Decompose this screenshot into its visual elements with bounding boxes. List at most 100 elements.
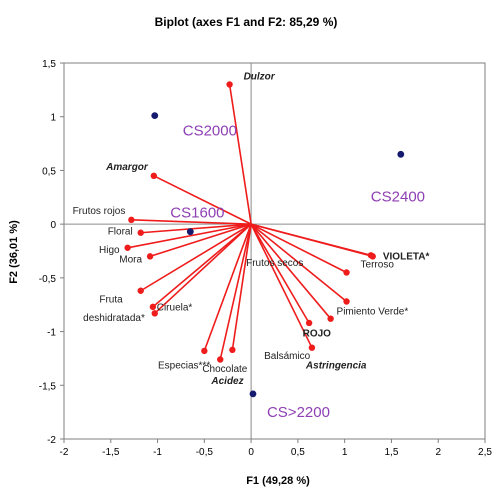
variable-label: deshidratada* xyxy=(83,313,145,324)
vector-line xyxy=(203,223,252,352)
vector-tip xyxy=(343,269,350,276)
vector-line xyxy=(231,224,252,350)
vector-tip xyxy=(217,356,224,363)
vector-tip xyxy=(151,310,158,317)
observation-points: CS2000 CS2400 CS1600 CS>2200 xyxy=(151,112,425,421)
variable-label: Balsámico xyxy=(264,351,311,362)
y-tick-label: 0,5 xyxy=(42,166,56,177)
variable-vector: Especias*** xyxy=(158,223,252,372)
variable-label: Frutos rojos xyxy=(73,206,126,217)
variable-vector: NEGRO xyxy=(250,223,376,260)
variable-label: Astringencia xyxy=(305,361,367,372)
observation-point xyxy=(186,228,194,236)
y-tick-label: -2 xyxy=(47,435,56,446)
observation: CS1600 xyxy=(170,205,225,236)
variable-label: Mora xyxy=(119,254,142,265)
vector-tip xyxy=(128,216,135,224)
vector-line xyxy=(140,223,252,292)
vector-tip xyxy=(137,287,144,294)
variable-label: Higo xyxy=(99,245,120,256)
variable-vector: Acidez xyxy=(210,224,252,387)
variable-label: Floral xyxy=(108,227,133,238)
observation: CS2000 xyxy=(151,112,237,140)
variable-vector: Floral xyxy=(108,223,252,238)
vector-tip xyxy=(150,172,158,179)
variable-label: Amargor xyxy=(105,162,149,173)
x-tick-label: 0,5 xyxy=(291,447,305,458)
y-tick-label: 1 xyxy=(50,113,56,124)
variable-vector: Ciruela* xyxy=(151,223,252,317)
x-tick-label: 0 xyxy=(248,447,254,458)
vector-line xyxy=(127,223,252,249)
variable-label: VIOLETA* xyxy=(383,251,430,262)
variable-vector: Pimiento Verde* xyxy=(250,223,409,317)
variable-vector: Dulzor xyxy=(226,71,276,225)
variable-label: Pimiento Verde* xyxy=(337,306,409,317)
x-tick-label: -1 xyxy=(153,447,162,458)
y-axis-label: F2 (36,01 %) xyxy=(8,220,20,284)
vector-tip xyxy=(229,346,236,354)
x-tick-label: 2,5 xyxy=(478,447,492,458)
variable-label: Chocolate xyxy=(202,364,247,375)
variable-label: Frutos secos xyxy=(246,258,303,269)
variable-vector: deshidratada* xyxy=(83,223,252,324)
x-tick-label: -0,5 xyxy=(196,447,214,458)
observation-point xyxy=(397,150,405,158)
variable-vector: Higo xyxy=(99,223,252,256)
vector-line xyxy=(250,223,347,274)
variable-vector: Fruta xyxy=(99,223,252,306)
vector-line xyxy=(219,223,252,360)
vector-tip xyxy=(305,319,313,327)
vector-line xyxy=(250,223,373,258)
x-axis-label: F1 (49,28 %) xyxy=(246,475,310,487)
variable-label: Acidez xyxy=(210,376,243,387)
vector-tip xyxy=(226,81,233,88)
x-tick-label: -1,5 xyxy=(102,447,120,458)
variable-vector: Chocolate xyxy=(201,223,252,375)
vector-tip xyxy=(137,229,144,236)
vector-line xyxy=(250,223,310,324)
x-tick-label: -2 xyxy=(60,447,69,458)
vector-tip xyxy=(124,244,131,251)
vector-tip xyxy=(149,303,157,311)
x-tick-label: 1 xyxy=(342,447,348,458)
vector-tip xyxy=(327,315,334,322)
vector-line xyxy=(250,223,313,349)
y-tick-labels: 1,5 1 0,5 0 -0,5 -1 -1,5 -2 xyxy=(39,59,64,446)
plot-frame xyxy=(63,62,486,440)
vector-line xyxy=(152,223,252,308)
vector-tip xyxy=(201,347,208,355)
observation-label: CS2000 xyxy=(183,123,237,140)
observation-label: CS1600 xyxy=(170,205,224,222)
x-tick-labels: -2 -1,5 -1 -0,5 0 0,5 1 1,5 2 2,5 xyxy=(60,439,492,458)
chart-title: Biplot (axes F1 and F2: 85,29 %) xyxy=(155,15,338,29)
variable-vector: Frutos secos xyxy=(246,258,303,269)
variable-vector: Astringencia xyxy=(250,223,367,372)
variable-label: Terroso xyxy=(361,259,395,270)
variable-label: Ciruela* xyxy=(157,302,193,313)
y-tick-label: 1,5 xyxy=(42,59,56,70)
vector-line xyxy=(153,175,252,225)
variable-label: Especias*** xyxy=(158,361,210,372)
observation: CS>2200 xyxy=(249,390,330,421)
vector-line xyxy=(131,219,252,225)
variable-vector: Amargor xyxy=(105,162,252,225)
observation-point xyxy=(249,390,257,398)
x-tick-label: 2 xyxy=(435,447,441,458)
vector-tip xyxy=(369,253,376,260)
y-tick-label: -1 xyxy=(47,328,56,339)
variable-vector: Balsámico xyxy=(250,223,313,362)
observation-label: CS2400 xyxy=(371,188,425,205)
observation: CS2400 xyxy=(371,150,425,205)
vector-tip xyxy=(343,298,350,305)
vector-line xyxy=(154,223,252,314)
y-tick-label: -0,5 xyxy=(39,274,57,285)
y-tick-label: -1,5 xyxy=(39,381,57,392)
observation-point xyxy=(151,112,159,120)
variable-label: ROJO xyxy=(303,329,332,340)
vector-line xyxy=(250,223,332,320)
variable-vector: ROJO xyxy=(250,223,334,340)
x-tick-label: 1,5 xyxy=(384,447,398,458)
variable-label: Fruta xyxy=(99,295,123,306)
